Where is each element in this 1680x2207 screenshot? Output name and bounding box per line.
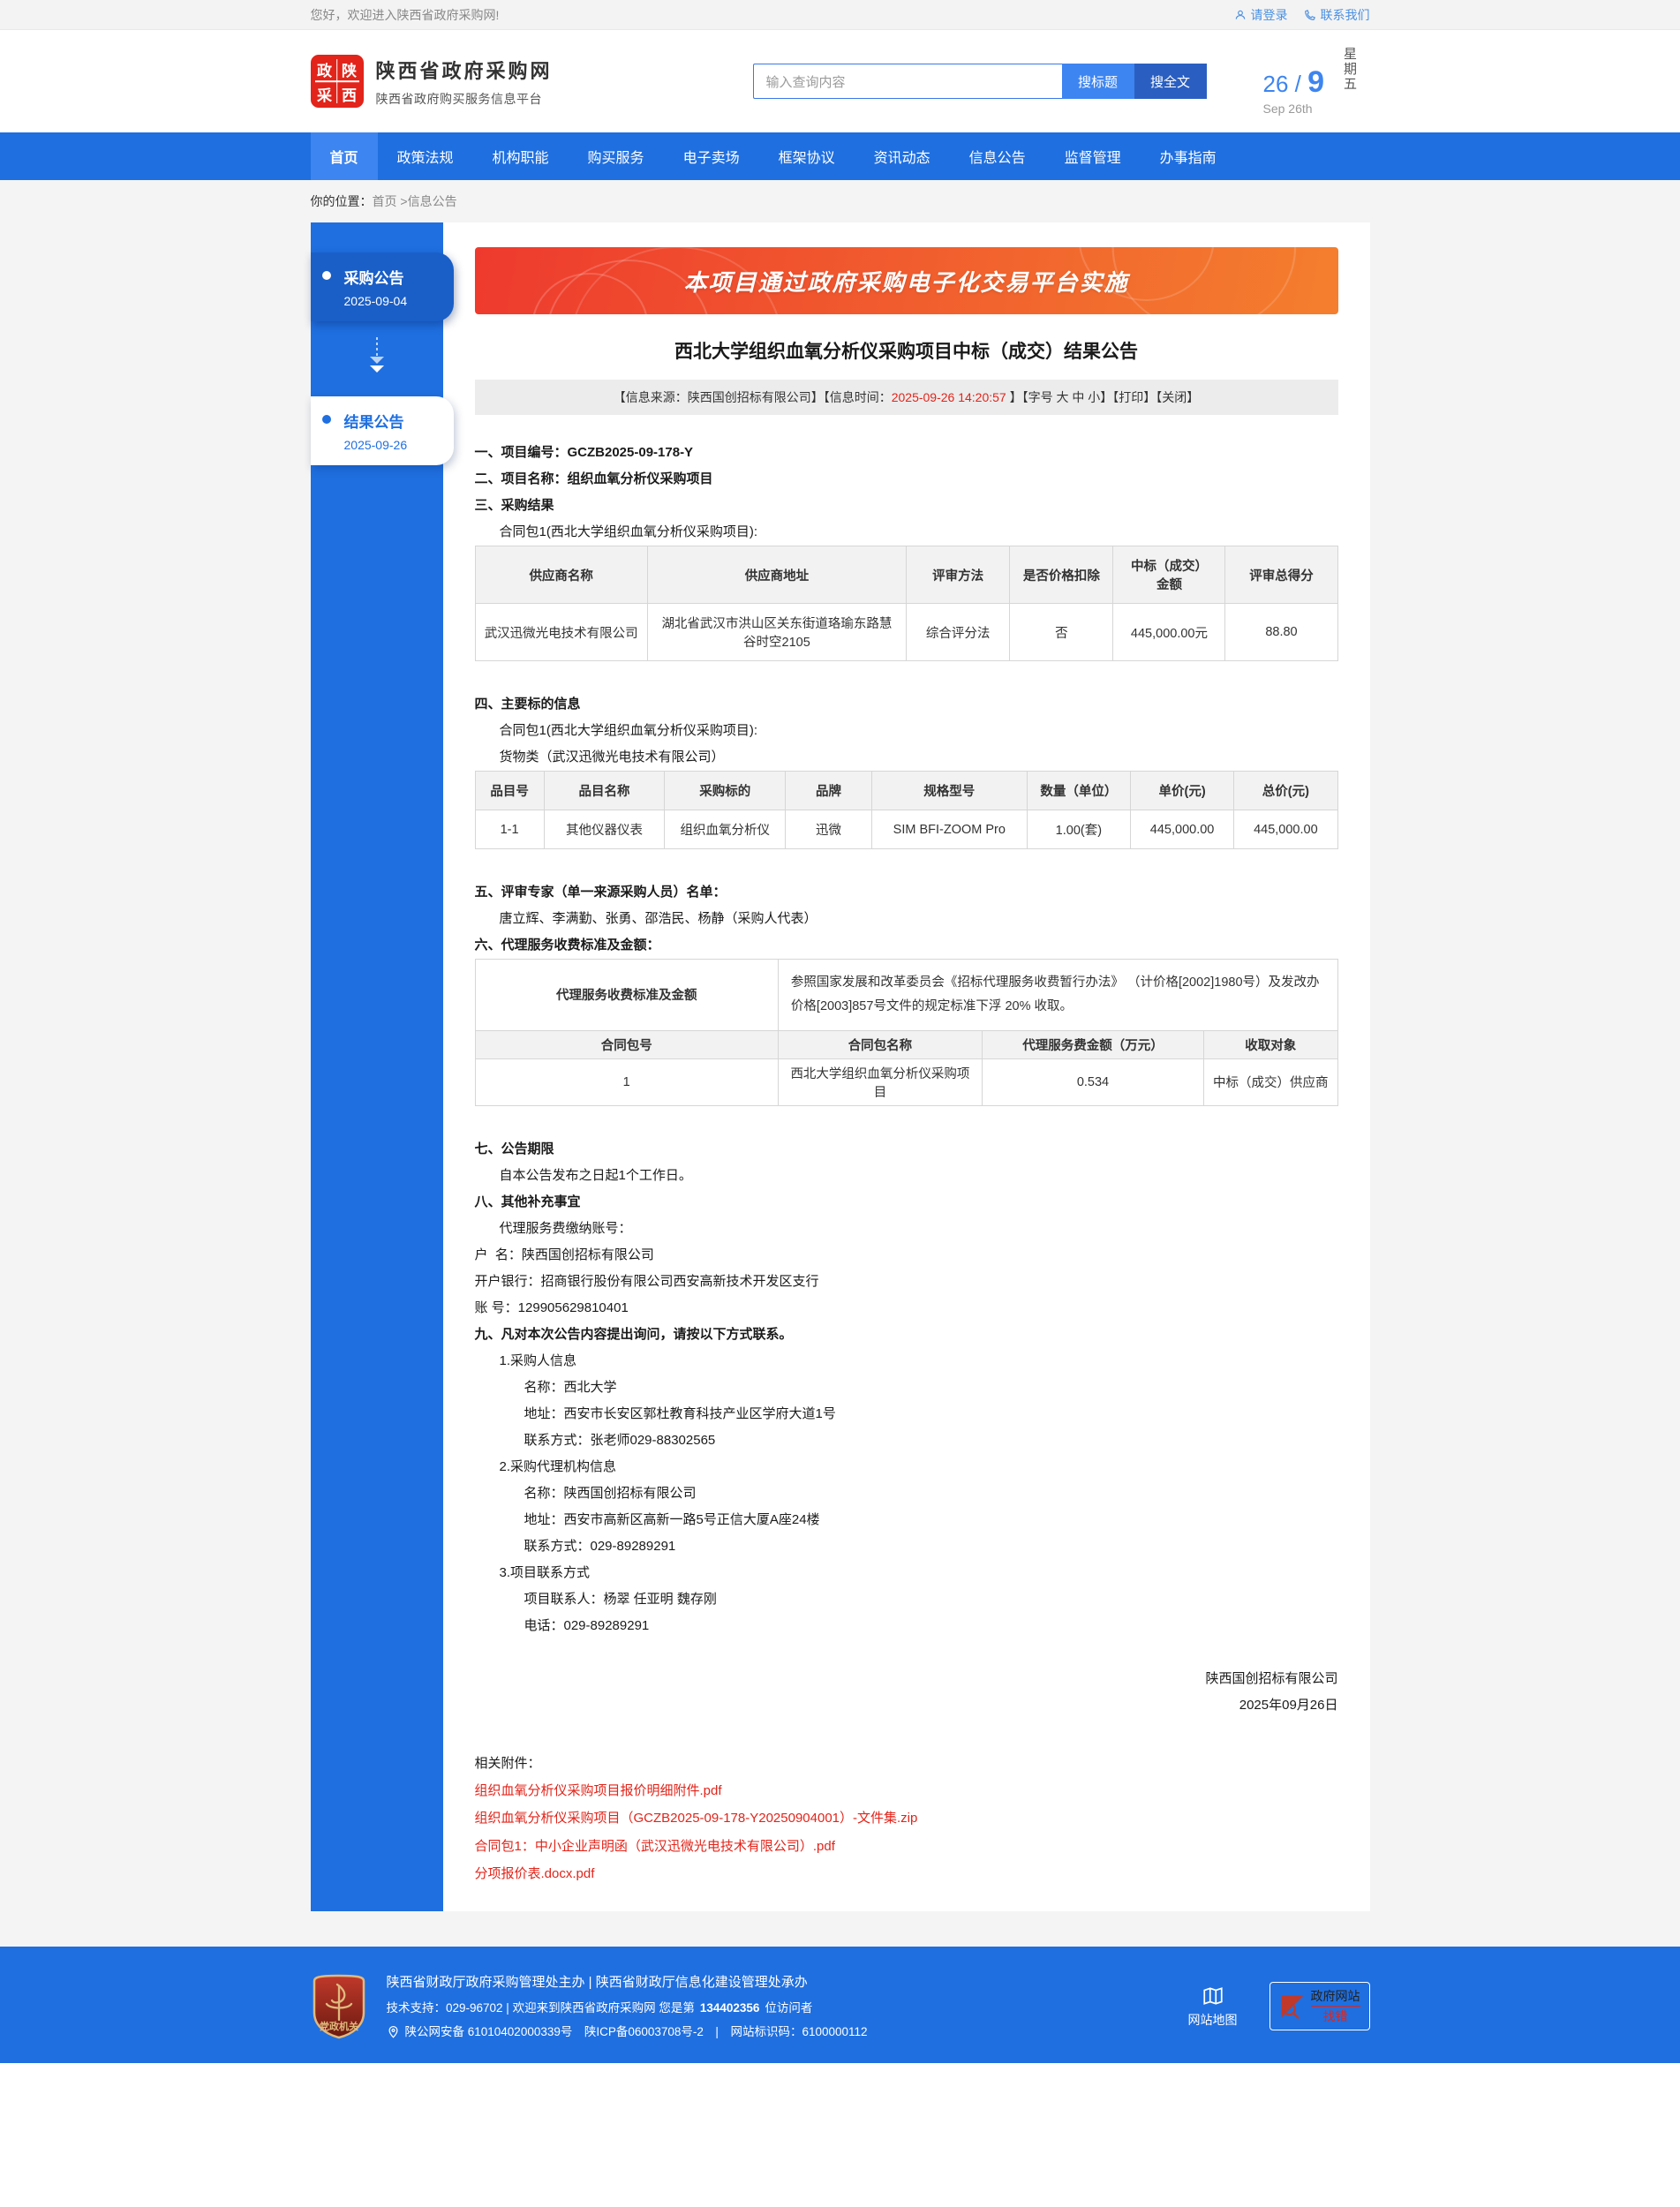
- svg-text:党政机关: 党政机关: [320, 2020, 358, 2032]
